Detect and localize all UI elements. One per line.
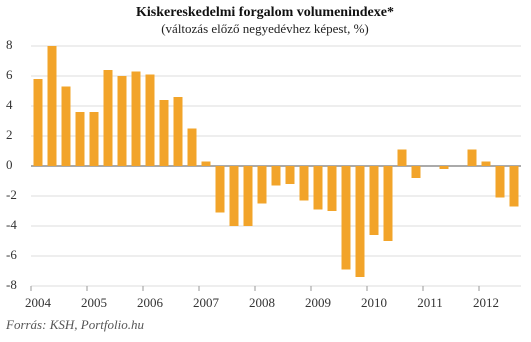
bar [229, 166, 239, 226]
bar [201, 161, 211, 166]
y-tick-label: 8 [6, 37, 13, 52]
x-tick-label: 2008 [249, 295, 275, 310]
bar [61, 86, 71, 166]
x-tick-label: 2012 [473, 295, 499, 310]
bar [327, 166, 337, 211]
bar [369, 166, 379, 235]
bar [257, 166, 267, 204]
bar [313, 166, 323, 210]
bar [411, 166, 421, 178]
bar [47, 46, 57, 166]
bar [33, 79, 43, 166]
x-tick-label: 2011 [417, 295, 443, 310]
x-tick-label: 2005 [81, 295, 107, 310]
bar [397, 149, 407, 166]
bar [117, 76, 127, 166]
chart-title: Kiskereskedelmi forgalom volumenindexe* [136, 5, 394, 20]
y-tick-label: 0 [6, 157, 13, 172]
bar [299, 166, 309, 201]
x-tick-label: 2006 [137, 295, 164, 310]
bar [243, 166, 253, 226]
bar [439, 166, 449, 169]
bar [285, 166, 295, 184]
bar [173, 97, 183, 166]
bar [75, 112, 85, 166]
y-tick-label: -2 [6, 187, 17, 202]
bar [341, 166, 351, 270]
y-tick-label: -8 [6, 277, 17, 292]
bar [145, 74, 155, 166]
x-tick-label: 2007 [193, 295, 220, 310]
source: Forrás: KSH, Portfolio.hu [5, 317, 144, 332]
bar [215, 166, 225, 213]
bar [131, 71, 141, 166]
bar [481, 161, 491, 166]
y-tick-label: 6 [6, 67, 13, 82]
y-tick-label: 4 [6, 97, 13, 112]
y-tick-label: -6 [6, 247, 17, 262]
chart-subtitle: (változás előző negyedévhez képest, %) [161, 21, 369, 36]
bar [159, 100, 169, 166]
bar [103, 70, 113, 166]
x-tick-label: 2010 [361, 295, 387, 310]
x-tick-label: 2004 [25, 295, 52, 310]
bar [509, 166, 519, 207]
y-tick-label: 2 [6, 127, 13, 142]
y-tick-label: -4 [6, 217, 17, 232]
bar [467, 149, 477, 166]
bar [355, 166, 365, 277]
bar [187, 128, 197, 166]
bar [495, 166, 505, 198]
x-tick-label: 2009 [305, 295, 331, 310]
bar [271, 166, 281, 186]
bar [89, 112, 99, 166]
bar [383, 166, 393, 241]
